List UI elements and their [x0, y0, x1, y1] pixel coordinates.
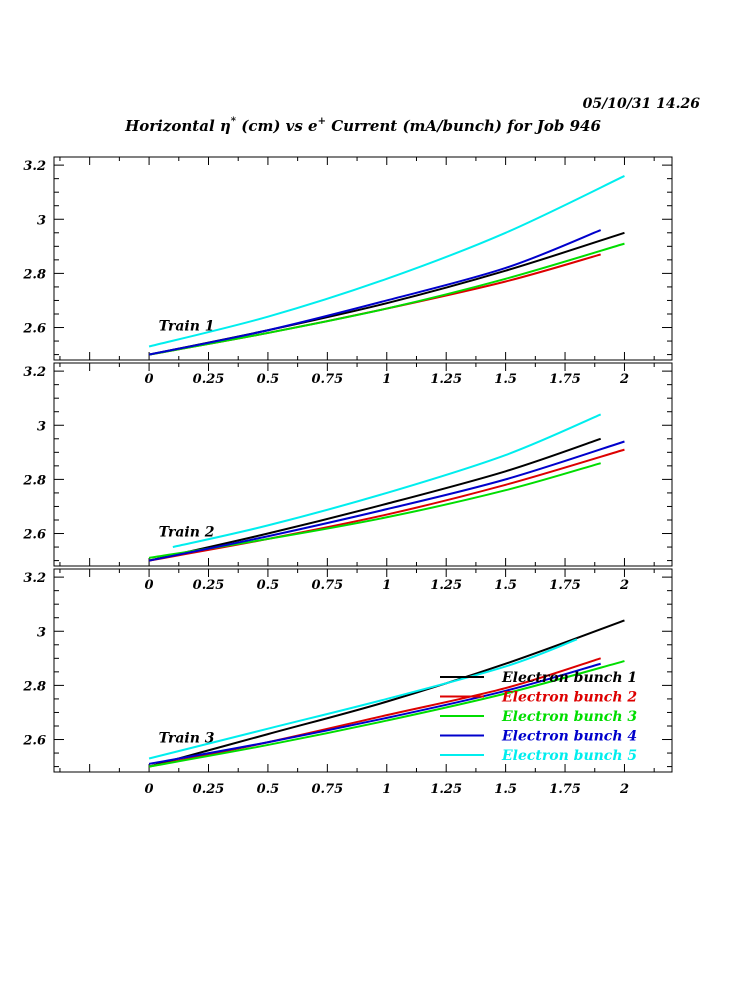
x-tick-label: 0.5	[257, 782, 280, 797]
series-line-bunch-1	[148, 619, 625, 768]
y-tick-label: 3.2	[23, 159, 46, 174]
series-line-bunch-1	[148, 437, 602, 562]
panel-label: Train 1	[159, 319, 215, 335]
x-tick-label: 1	[382, 578, 391, 593]
panels-group: 2.6 2.8 3 3.2 0 0.25 0.5 0.75 1 1.25 1.5 1.75 2 Train…	[22, 156, 673, 797]
x-tick-label: 0.75	[312, 578, 344, 593]
panel-2: 2.6 2.8 3 3.2 0 0.25 0.5 0.75 1 1.25 1.5 1.75 2 Train…	[22, 362, 673, 593]
legend: Electron bunch 1 Electron bunch 2 Electron…	[440, 670, 637, 764]
x-tick-label: 0	[145, 782, 154, 797]
y-tick-label: 2.6	[22, 322, 46, 337]
legend-label-bunch-2: Electron bunch 2	[501, 690, 637, 706]
y-tick-label: 2.6	[22, 528, 46, 543]
x-tick-label: 1.25	[430, 782, 462, 797]
x-tick-label: 1.75	[549, 782, 581, 797]
x-tick-label: 0.75	[312, 782, 344, 797]
y-tick-label: 3.2	[23, 365, 46, 380]
x-tick-label: 0.25	[193, 782, 225, 797]
plot-frame	[53, 362, 673, 567]
x-tick-label: 0.75	[312, 372, 344, 387]
y-tick-label: 2.8	[22, 473, 46, 488]
series-line-bunch-5	[172, 413, 602, 549]
series-line-bunch-4	[148, 229, 602, 356]
series-line-bunch-3	[148, 242, 625, 356]
chart-title: Horizontal η* (cm) vs e+ Current (mA/bun…	[124, 116, 601, 135]
legend-label-bunch-5: Electron bunch 5	[501, 748, 637, 764]
x-tick-label: 0.5	[257, 372, 280, 387]
x-tick-label: 1.75	[549, 578, 581, 593]
x-tick-label: 1.25	[430, 578, 462, 593]
x-tick-label: 0.5	[257, 578, 280, 593]
series-line-bunch-3	[148, 660, 625, 768]
series-line-bunch-4	[148, 662, 601, 765]
x-tick-label: 1.5	[494, 578, 517, 593]
panel-label: Train 2	[159, 525, 215, 541]
y-tick-label: 3	[37, 625, 46, 640]
x-tick-label: 1.75	[549, 372, 581, 387]
x-tick-label: 2	[619, 372, 629, 387]
x-tick-label: 1	[382, 372, 391, 387]
y-tick-label: 3	[37, 213, 46, 228]
x-tick-label: 0.25	[193, 372, 225, 387]
panel-3: 2.6 2.8 3 3.2 0 0.25 0.5 0.75 1 1.25 1.5 1.75 2 Train…	[22, 568, 673, 797]
legend-label-bunch-4: Electron bunch 4	[501, 729, 637, 745]
y-tick-label: 3	[37, 419, 46, 434]
series-line-bunch-2	[148, 657, 601, 768]
x-tick-label: 0	[145, 578, 154, 593]
x-tick-label: 1	[382, 782, 391, 797]
datetime-label: 05/10/31 14.26	[583, 96, 701, 112]
y-tick-label: 3.2	[23, 571, 46, 586]
x-tick-label: 2	[619, 578, 629, 593]
panel-1: 2.6 2.8 3 3.2 0 0.25 0.5 0.75 1 1.25 1.5 1.75 2 Train…	[22, 156, 673, 387]
plot-frame	[53, 568, 673, 773]
x-tick-label: 1.5	[494, 782, 517, 797]
series-line-bunch-5	[148, 175, 625, 348]
series-line-bunch-4	[148, 440, 625, 562]
x-tick-label: 0	[145, 372, 154, 387]
x-tick-label: 1.5	[494, 372, 517, 387]
legend-label-bunch-3: Electron bunch 3	[501, 709, 637, 725]
x-tick-label: 0.25	[193, 578, 225, 593]
panel-label: Train 3	[159, 731, 215, 747]
y-tick-label: 2.8	[22, 679, 46, 694]
plot-frame	[53, 156, 673, 361]
series-line-bunch-5	[148, 638, 578, 760]
y-tick-label: 2.6	[22, 734, 46, 749]
x-tick-label: 2	[619, 782, 629, 797]
legend-label-bunch-1: Electron bunch 1	[501, 670, 637, 686]
x-tick-label: 1.25	[430, 372, 462, 387]
y-tick-label: 2.8	[22, 267, 46, 282]
